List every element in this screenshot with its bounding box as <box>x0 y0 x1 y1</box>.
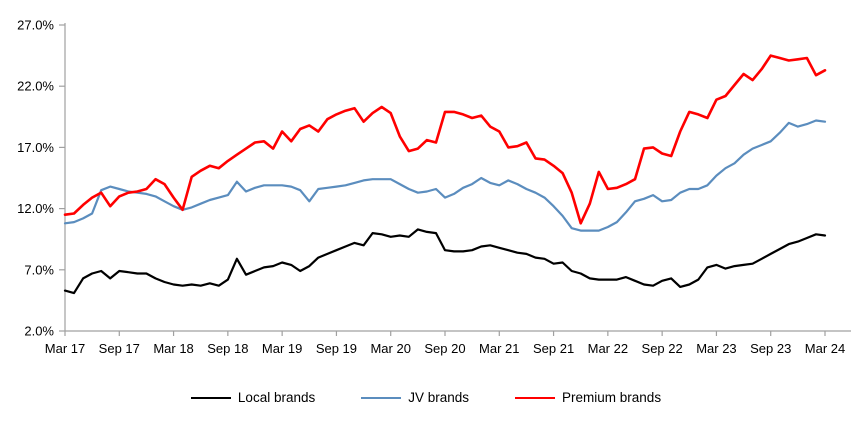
legend-label-jv-brands: JV brands <box>408 390 470 405</box>
x-axis-tick-label: Sep 22 <box>642 341 683 356</box>
x-axis-tick-label: Sep 19 <box>316 341 357 356</box>
line-chart: 2.0% 7.0% 12.0% 17.0% 22.0% 27.0% Mar 17 Sep 17… <box>17 18 851 356</box>
chart-legend: Local brands JV brands Premium brands <box>0 390 852 405</box>
legend-swatch-jv-brands <box>361 396 402 399</box>
series-line-jv-brands <box>63 119 827 232</box>
x-axis-tick-label: Mar 22 <box>588 341 628 356</box>
legend-swatch-local-brands <box>190 396 231 399</box>
x-axis-tick-label: Sep 20 <box>424 341 465 356</box>
x-axis-tick-label: Mar 19 <box>262 341 302 356</box>
x-axis-tick-label: Mar 23 <box>696 341 736 356</box>
x-axis-tick-label: Sep 17 <box>99 341 140 356</box>
x-axis-tick-label: Mar 17 <box>45 341 85 356</box>
legend-swatch-premium-brands <box>515 396 556 399</box>
x-axis-tick-label: Mar 20 <box>370 341 410 356</box>
legend-item-premium-brands: Premium brands <box>515 390 661 405</box>
y-axis-tick-label: 12.0% <box>17 201 54 216</box>
series-line-local-brands <box>63 228 827 295</box>
y-axis-tick-label: 2.0% <box>24 324 54 339</box>
x-axis-tick-label: Sep 21 <box>533 341 574 356</box>
x-axis-tick-label: Sep 18 <box>207 341 248 356</box>
series-line-premium-brands <box>63 54 827 225</box>
x-axis-tick-label: Mar 21 <box>479 341 519 356</box>
x-axis-tick-label: Mar 18 <box>153 341 193 356</box>
y-axis-tick-label: 22.0% <box>17 79 54 94</box>
legend-label-premium-brands: Premium brands <box>562 390 662 405</box>
y-axis-tick-label: 7.0% <box>24 262 54 277</box>
legend-item-jv-brands: JV brands <box>361 390 469 405</box>
y-axis-tick-label: 17.0% <box>17 140 54 155</box>
y-axis-tick-label: 27.0% <box>17 18 54 33</box>
legend-label-local-brands: Local brands <box>237 390 316 405</box>
legend-item-local-brands: Local brands <box>190 390 316 405</box>
x-axis-tick-label: Sep 23 <box>750 341 791 356</box>
x-axis-tick-label: Mar 24 <box>805 341 845 356</box>
